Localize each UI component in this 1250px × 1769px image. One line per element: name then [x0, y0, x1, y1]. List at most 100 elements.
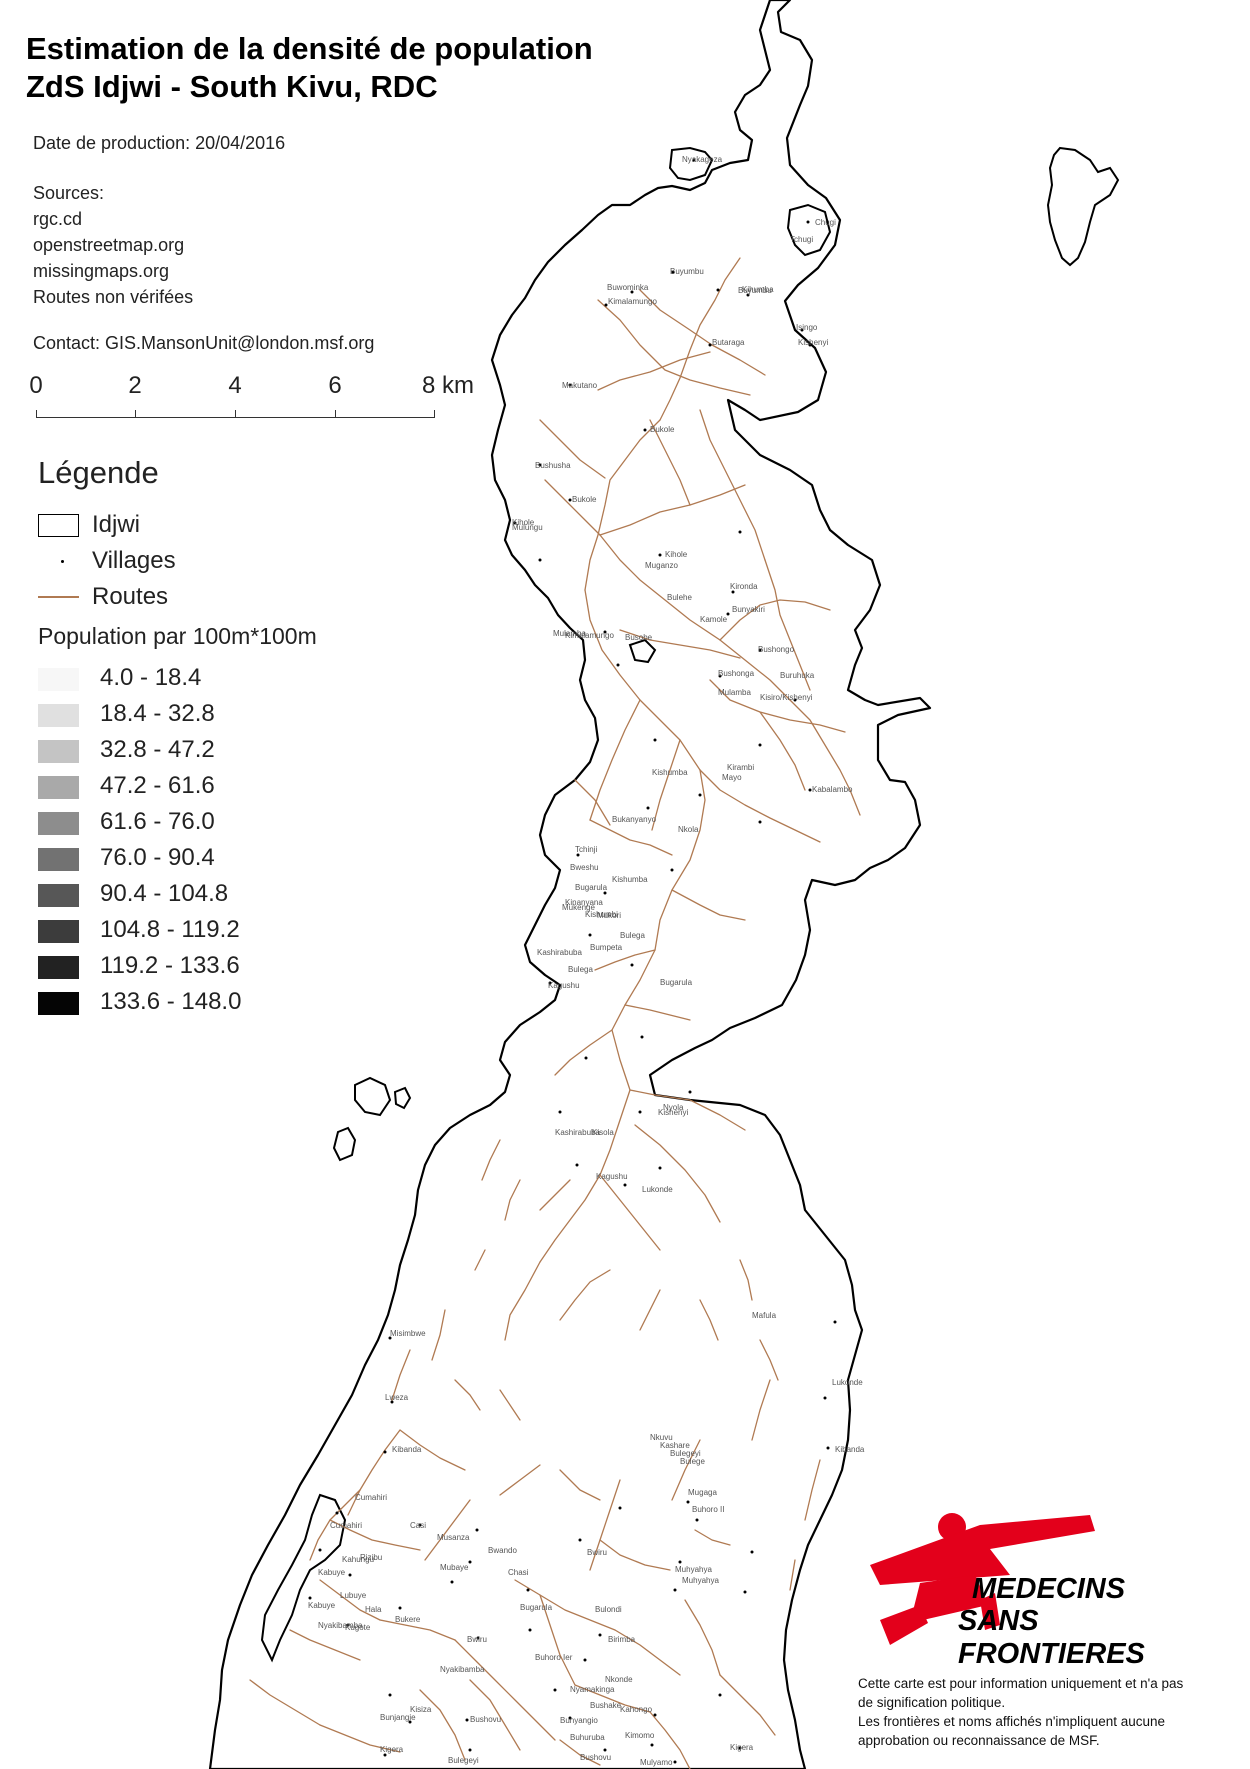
village-label: Rizibu [360, 1553, 382, 1562]
disclaimer-line: Cette carte est pour information uniquem… [858, 1676, 1184, 1691]
village-label: Kugote [345, 1623, 371, 1632]
village-label: Nkola [678, 825, 699, 834]
village-label: Musanza [437, 1533, 470, 1542]
village-label: Bushonga [718, 669, 755, 678]
legend: Légende Idjwi Villages Routes Population… [38, 455, 458, 1022]
village-label: Nkonde [605, 1675, 633, 1684]
density-class-label: 4.0 - 18.4 [100, 664, 202, 691]
village-label: Kibanda [392, 1445, 422, 1454]
density-swatch [38, 704, 79, 727]
density-class-row: 61.6 - 76.0 [38, 806, 458, 842]
small-island-tchugi [786, 203, 832, 257]
village-label: Nyakibamba [440, 1665, 485, 1674]
roads-layer [249, 257, 861, 1769]
island-outline-swatch [38, 513, 79, 537]
scale-tick [335, 410, 336, 418]
village-label: Kabalambo [812, 785, 853, 794]
village-label: Kibanda [835, 1445, 865, 1454]
disclaimer: Cette carte est pour information uniquem… [858, 1674, 1238, 1750]
village-label: Kihole [665, 550, 688, 559]
density-class-row: 47.2 - 61.6 [38, 770, 458, 806]
contact-line: Contact: GIS.MansonUnit@london.msf.org [33, 333, 375, 353]
road-line-swatch [38, 596, 79, 598]
density-swatch [38, 848, 79, 871]
disclaimer-line: de signification politique. [858, 1695, 1006, 1710]
village-label: Nyakibamba [318, 1621, 363, 1630]
village-label: Kimalamungo [608, 297, 657, 306]
village-label: Mukenge [562, 903, 595, 912]
idjwi-island-outline [208, 0, 932, 1769]
legend-item-villages: Villages [38, 543, 458, 579]
west-islet-3 [393, 1086, 412, 1110]
village-label: Kishumba [652, 768, 688, 777]
density-class-label: 61.6 - 76.0 [100, 808, 215, 835]
scale-label-4: 4 [228, 372, 242, 399]
village-label: Buhuruba [570, 1733, 605, 1742]
village-label: Misimbwe [390, 1329, 426, 1338]
village-label: Bukole [650, 425, 675, 434]
source-item: openstreetmap.org [33, 235, 185, 255]
production-date: Date de production: 20/04/2016 [33, 133, 286, 153]
village-label: Lukonde [642, 1185, 673, 1194]
village-label: Kagushu [548, 981, 580, 990]
village-label: Kahongo [620, 1705, 653, 1714]
disclaimer-line: Les frontières et noms affichés n'impliq… [858, 1714, 1166, 1729]
village-label: Bukole [572, 495, 597, 504]
village-label: Mulungu [512, 523, 543, 532]
density-class-label: 104.8 - 119.2 [100, 916, 240, 943]
density-swatch [38, 920, 79, 943]
village-label: Mulamba [718, 688, 751, 697]
village-label: Bulegeyi [448, 1756, 479, 1765]
density-swatch [38, 956, 79, 979]
village-label: Kinanyana [565, 898, 603, 907]
village-label: Bunyakiri [732, 605, 765, 614]
village-label: Kisiza [410, 1705, 432, 1714]
village-label: Tchugi [790, 235, 813, 244]
village-label: Kironda [730, 582, 758, 591]
village-label: Kisola [592, 1128, 614, 1137]
map-title-line2: ZdS Idjwi - South Kivu, RDC [26, 69, 438, 104]
legend-item-routes: Routes [38, 579, 458, 615]
village-label: Buyumbu [670, 267, 704, 276]
source-item: missingmaps.org [33, 261, 170, 281]
density-class-row: 133.6 - 148.0 [38, 986, 458, 1022]
msf-man-icon [870, 1513, 1095, 1645]
village-label: Kigera [730, 1743, 754, 1752]
village-label: Nkuvu [650, 1433, 673, 1442]
source-item: Routes non vérifées [33, 287, 194, 307]
village-label: Nyola [663, 1103, 684, 1112]
density-class-row: 104.8 - 119.2 [38, 914, 458, 950]
village-label: Cumahiri [330, 1521, 362, 1530]
village-label: Bushovu [580, 1753, 611, 1762]
legend-title: Légende [38, 455, 159, 490]
village-label: Muganzo [645, 561, 678, 570]
village-label: Kagushu [596, 1172, 628, 1181]
village-label: Kabuye [308, 1601, 336, 1610]
msf-logo: MEDECINS SANS FRONTIERES [860, 1505, 1220, 1670]
scale-bar: 0 2 4 6 8 km [29, 372, 500, 432]
density-class-label: 47.2 - 61.6 [100, 772, 215, 799]
village-label: Bunjangie [380, 1713, 416, 1722]
village-label: Buyumbu [738, 286, 772, 295]
village-label: Makutano [562, 381, 598, 390]
scale-label-0: 0 [29, 372, 43, 399]
density-swatch [38, 884, 79, 907]
village-label: Bulege [680, 1457, 705, 1466]
village-label: Buhoro II [692, 1505, 724, 1514]
west-islet-4 [628, 638, 657, 664]
density-class-label: 32.8 - 47.2 [100, 736, 215, 763]
village-label: Tchinji [575, 845, 597, 854]
village-label: Lweza [385, 1393, 409, 1402]
village-label: Bweshu [570, 863, 598, 872]
village-label: Lubuye [340, 1591, 367, 1600]
sources-heading: Sources: [33, 183, 105, 203]
village-label: Bunyangio [560, 1716, 598, 1725]
sources-block: Sources: rgc.cd openstreetmap.org missin… [33, 180, 193, 310]
density-class-row: 18.4 - 32.8 [38, 698, 458, 734]
village-label: Kashirabuba [537, 948, 582, 957]
village-label: Kahungu [342, 1555, 374, 1564]
source-item: rgc.cd [33, 209, 83, 229]
village-label: Bushovu [470, 1715, 501, 1724]
